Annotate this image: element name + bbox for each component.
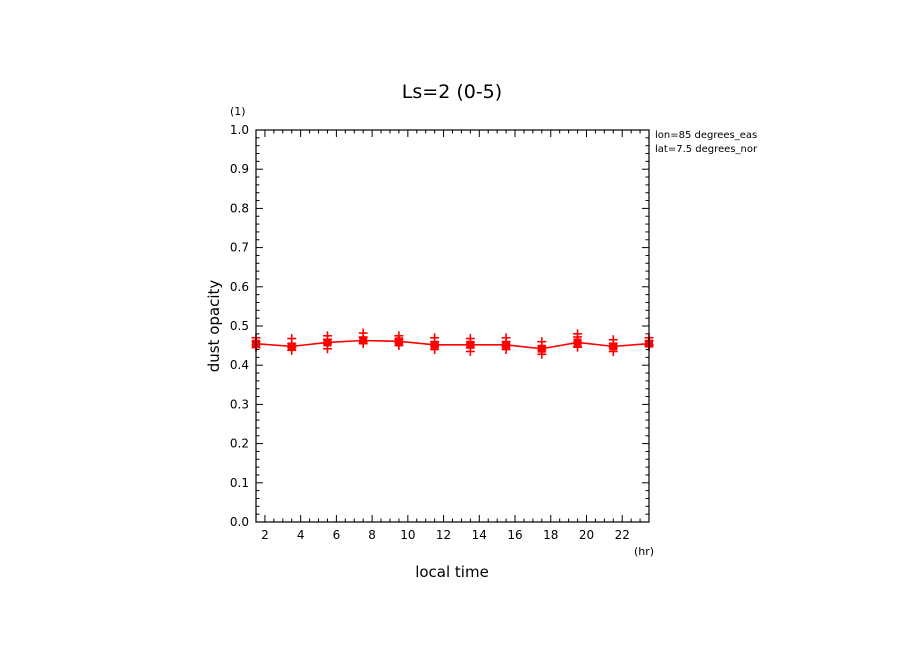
x-tick-label: 18: [543, 528, 558, 542]
y-tick-label: 0.7: [230, 241, 249, 255]
y-unit-label: (1): [230, 105, 246, 118]
y-tick-label: 0.9: [230, 162, 249, 176]
y-tick-label: 0.0: [230, 515, 249, 529]
plot-frame: [255, 129, 650, 523]
mean-marker: [502, 340, 511, 349]
x-unit-label: (hr): [634, 545, 654, 558]
x-tick-label: 4: [297, 528, 305, 542]
y-tick-label: 0.2: [230, 437, 249, 451]
chart-title: Ls=2 (0-5): [402, 81, 502, 103]
mean-marker: [466, 340, 475, 349]
mean-marker: [573, 338, 582, 347]
mean-marker: [359, 336, 368, 345]
x-tick-label: 12: [436, 528, 451, 542]
lat-annotation: lat=7.5 degrees_nor: [655, 144, 758, 155]
y-tick-label: 0.4: [230, 358, 249, 372]
mean-marker: [430, 340, 439, 349]
y-axis-title: dust opacity: [205, 280, 223, 373]
x-tick-label: 2: [261, 528, 269, 542]
x-tick-label: 14: [472, 528, 487, 542]
x-tick-label: 8: [368, 528, 376, 542]
x-tick-label: 10: [400, 528, 415, 542]
y-tick-label: 0.3: [230, 397, 249, 411]
mean-marker: [537, 344, 546, 353]
axes: 0.0 0.1 0.2 0.3 0.4 0.5 0.6 0.7 0.8 0.9 1.0 2 4 6 8 10 1…: [230, 123, 649, 542]
mean-marker: [287, 342, 296, 351]
x-tick-label: 22: [615, 528, 630, 542]
y-tick-label: 0.5: [230, 319, 249, 333]
x-tick-label: 6: [333, 528, 341, 542]
y-tick-label: 0.6: [230, 280, 249, 294]
series: [251, 328, 654, 359]
y-tick-label: 0.1: [230, 476, 249, 490]
x-tick-label: 20: [579, 528, 594, 542]
x-tick-label: 16: [507, 528, 522, 542]
mean-marker: [323, 338, 332, 347]
y-tick-label: 1.0: [230, 123, 249, 137]
mean-marker: [394, 337, 403, 346]
series-line: [255, 339, 650, 350]
y-tick-label: 0.8: [230, 201, 249, 215]
x-axis-title: local time: [415, 563, 489, 581]
lon-annotation: lon=85 degrees_eas: [655, 130, 757, 141]
mean-marker: [609, 342, 618, 351]
